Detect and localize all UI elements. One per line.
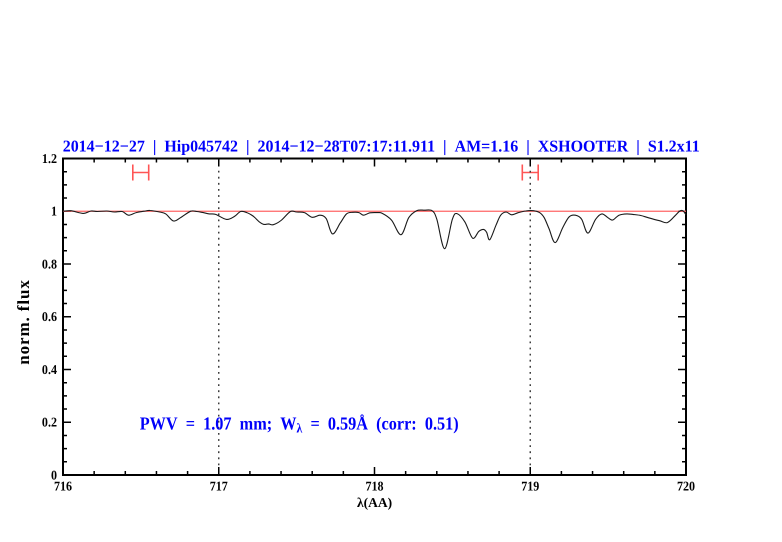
svg-text:720: 720: [677, 479, 695, 494]
svg-text:λ(AA): λ(AA): [357, 495, 392, 510]
svg-text:0.2: 0.2: [42, 415, 57, 430]
svg-text:norm. flux: norm. flux: [14, 279, 33, 365]
svg-text:0.4: 0.4: [42, 362, 57, 377]
svg-text:0.8: 0.8: [42, 256, 57, 271]
svg-text:0.6: 0.6: [42, 309, 57, 324]
svg-text:716: 716: [54, 479, 72, 494]
svg-text:717: 717: [210, 479, 228, 494]
svg-text:718: 718: [365, 479, 383, 494]
svg-text:719: 719: [521, 479, 539, 494]
svg-text:0: 0: [51, 467, 57, 482]
svg-text:PWV = 1.07 mm; Wλ = 0.59: PWV = 1.07 mm; Wλ = 0.59Å (corr: 0.51): [140, 414, 459, 436]
svg-text:1: 1: [51, 204, 57, 219]
svg-text:2014−12−27 | Hip045742 | 2: 2014−12−27 | Hip045742 | 2014−12−28T07:1…: [63, 136, 700, 155]
svg-text:1.2: 1.2: [42, 151, 57, 166]
